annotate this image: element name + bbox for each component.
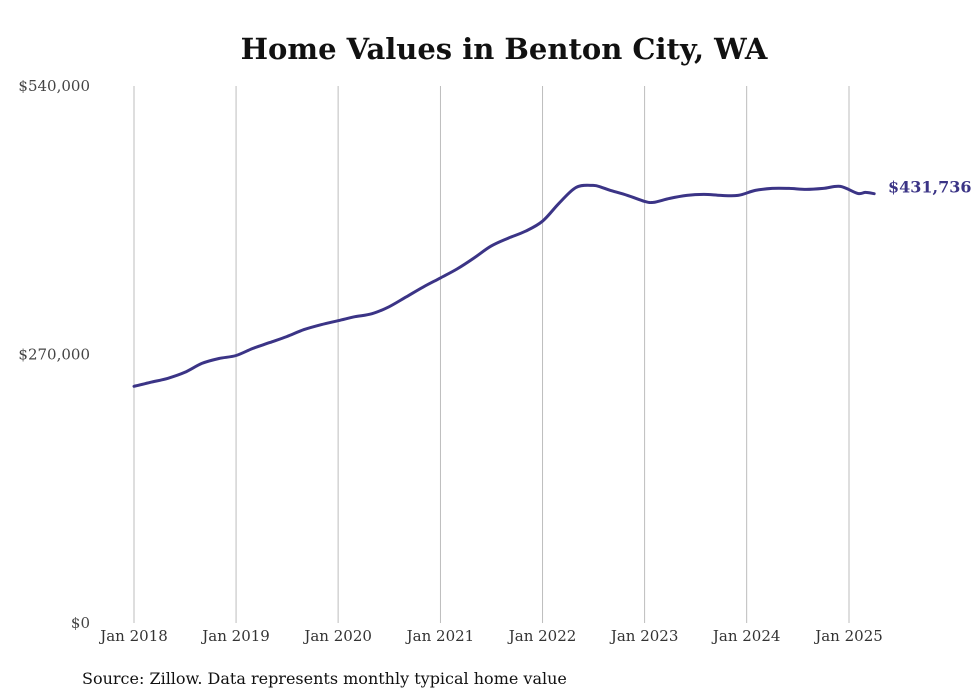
x-tick-label: Jan 2025 xyxy=(813,627,883,645)
x-tick-label: Jan 2021 xyxy=(405,627,475,645)
y-axis: $0 $270,000 $540,000 xyxy=(18,77,90,632)
series-line xyxy=(132,183,876,388)
x-tick-label: Jan 2023 xyxy=(609,627,679,645)
source-note: Source: Zillow. Data represents monthly … xyxy=(82,669,567,688)
x-tick-label: Jan 2020 xyxy=(302,627,372,645)
x-tick-label: Jan 2019 xyxy=(200,627,270,645)
end-value-label: $431,736 xyxy=(888,178,972,197)
x-tick-label: Jan 2022 xyxy=(507,627,577,645)
y-tick-label: $540,000 xyxy=(18,77,90,95)
chart-title: Home Values in Benton City, WA xyxy=(241,32,768,66)
x-axis: Jan 2018 Jan 2019 Jan 2020 Jan 2021 Jan 2022… xyxy=(98,627,883,645)
gridlines xyxy=(133,86,850,623)
y-tick-label: $0 xyxy=(71,614,90,632)
y-tick-label: $270,000 xyxy=(18,346,90,364)
x-tick-label: Jan 2024 xyxy=(711,627,781,645)
x-tick-label: Jan 2018 xyxy=(98,627,168,645)
